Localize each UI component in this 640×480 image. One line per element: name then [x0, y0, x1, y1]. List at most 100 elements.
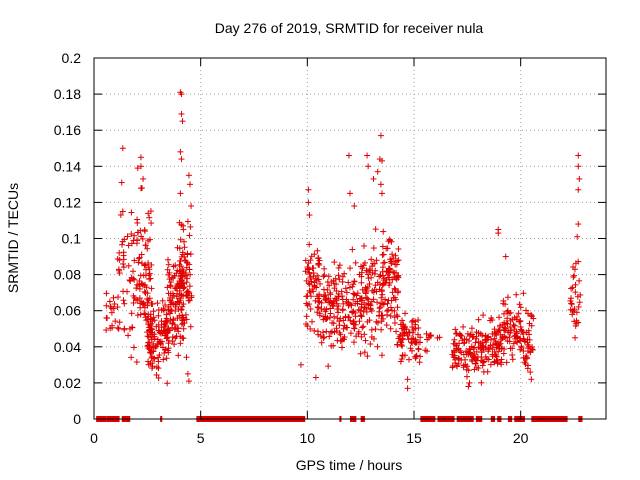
data-point: [378, 352, 385, 359]
data-point: [455, 355, 462, 362]
data-point: [401, 323, 408, 330]
data-point: [134, 165, 141, 172]
data-point: [384, 308, 391, 315]
data-point: [161, 307, 168, 314]
data-point: [155, 312, 162, 319]
data-point: [453, 330, 460, 337]
data-point: [119, 241, 126, 248]
data-point: [116, 319, 123, 326]
data-point: [576, 277, 583, 284]
data-point: [115, 266, 122, 273]
data-point: [167, 290, 174, 297]
data-point: [181, 244, 188, 251]
data-point: [325, 273, 332, 280]
data-point: [141, 288, 148, 295]
data-point: [170, 263, 177, 270]
data-point: [339, 278, 346, 285]
data-point: [327, 298, 334, 305]
x-axis-label: GPS time / hours: [296, 457, 403, 473]
data-point: [387, 312, 394, 319]
data-point: [137, 154, 144, 161]
data-point: [504, 294, 511, 301]
data-point: [306, 301, 313, 308]
data-point: [339, 273, 346, 280]
data-point: [406, 356, 413, 363]
data-point: [312, 374, 319, 381]
data-point: [120, 260, 127, 267]
data-point: [140, 301, 147, 308]
data-point: [187, 223, 194, 230]
data-point: [374, 299, 381, 306]
data-point: [139, 184, 145, 191]
data-point: [472, 355, 479, 362]
data-point: [376, 273, 383, 280]
ticks: [93, 57, 606, 420]
data-point: [314, 309, 321, 316]
data-point: [452, 356, 459, 363]
data-point: [145, 210, 152, 217]
data-point: [176, 245, 183, 252]
data-point: [452, 341, 459, 348]
data-point: [323, 328, 330, 335]
data-point: [362, 337, 369, 344]
data-point: [472, 339, 479, 346]
data-point: [506, 334, 513, 341]
data-point: [145, 339, 152, 346]
data-point: [370, 335, 377, 342]
data-point: [415, 317, 422, 324]
data-point: [454, 363, 461, 370]
data-point: [120, 288, 127, 295]
data-point: [415, 345, 422, 352]
data-point: [305, 260, 312, 267]
data-point: [119, 238, 126, 245]
data-point: [184, 251, 191, 258]
data-point: [178, 270, 185, 277]
data-point: [513, 291, 520, 298]
data-point: [181, 320, 188, 327]
data-point: [306, 212, 313, 219]
data-point: [172, 335, 179, 342]
data-point: [115, 325, 122, 332]
data-point: [511, 322, 518, 329]
data-point: [156, 352, 163, 359]
data-point: [514, 339, 521, 346]
data-point: [436, 334, 443, 341]
y-tick-label: 0.06: [54, 303, 81, 319]
data-point: [395, 257, 402, 264]
data-point: [409, 329, 416, 336]
data-point: [331, 280, 338, 287]
data-point: [361, 242, 368, 249]
data-point: [316, 261, 323, 268]
data-point: [478, 357, 485, 364]
data-point: [510, 340, 517, 347]
data-point: [120, 297, 127, 304]
data-point: [306, 269, 313, 276]
data-point: [368, 326, 375, 333]
data-point: [178, 263, 185, 270]
data-point: [155, 306, 162, 313]
data-point: [377, 304, 384, 311]
data-point: [496, 314, 503, 321]
data-point: [187, 323, 194, 330]
data-point: [355, 306, 362, 313]
data-point: [482, 333, 489, 340]
data-point: [505, 327, 512, 334]
data-point: [569, 284, 576, 291]
data-point: [503, 320, 510, 327]
data-point: [465, 349, 472, 356]
data-point: [111, 300, 118, 307]
data-point: [383, 322, 390, 329]
data-point: [170, 317, 177, 324]
data-point: [465, 337, 472, 344]
data-point: [575, 163, 582, 170]
data-point: [372, 326, 379, 333]
data-point: [380, 228, 387, 235]
y-tick-label: 0.16: [54, 122, 81, 138]
data-point: [398, 356, 405, 363]
data-point: [168, 274, 175, 281]
data-point: [153, 323, 160, 330]
data-point: [185, 297, 192, 304]
data-point: [140, 272, 147, 279]
data-point: [369, 269, 376, 276]
data-point: [351, 339, 358, 346]
